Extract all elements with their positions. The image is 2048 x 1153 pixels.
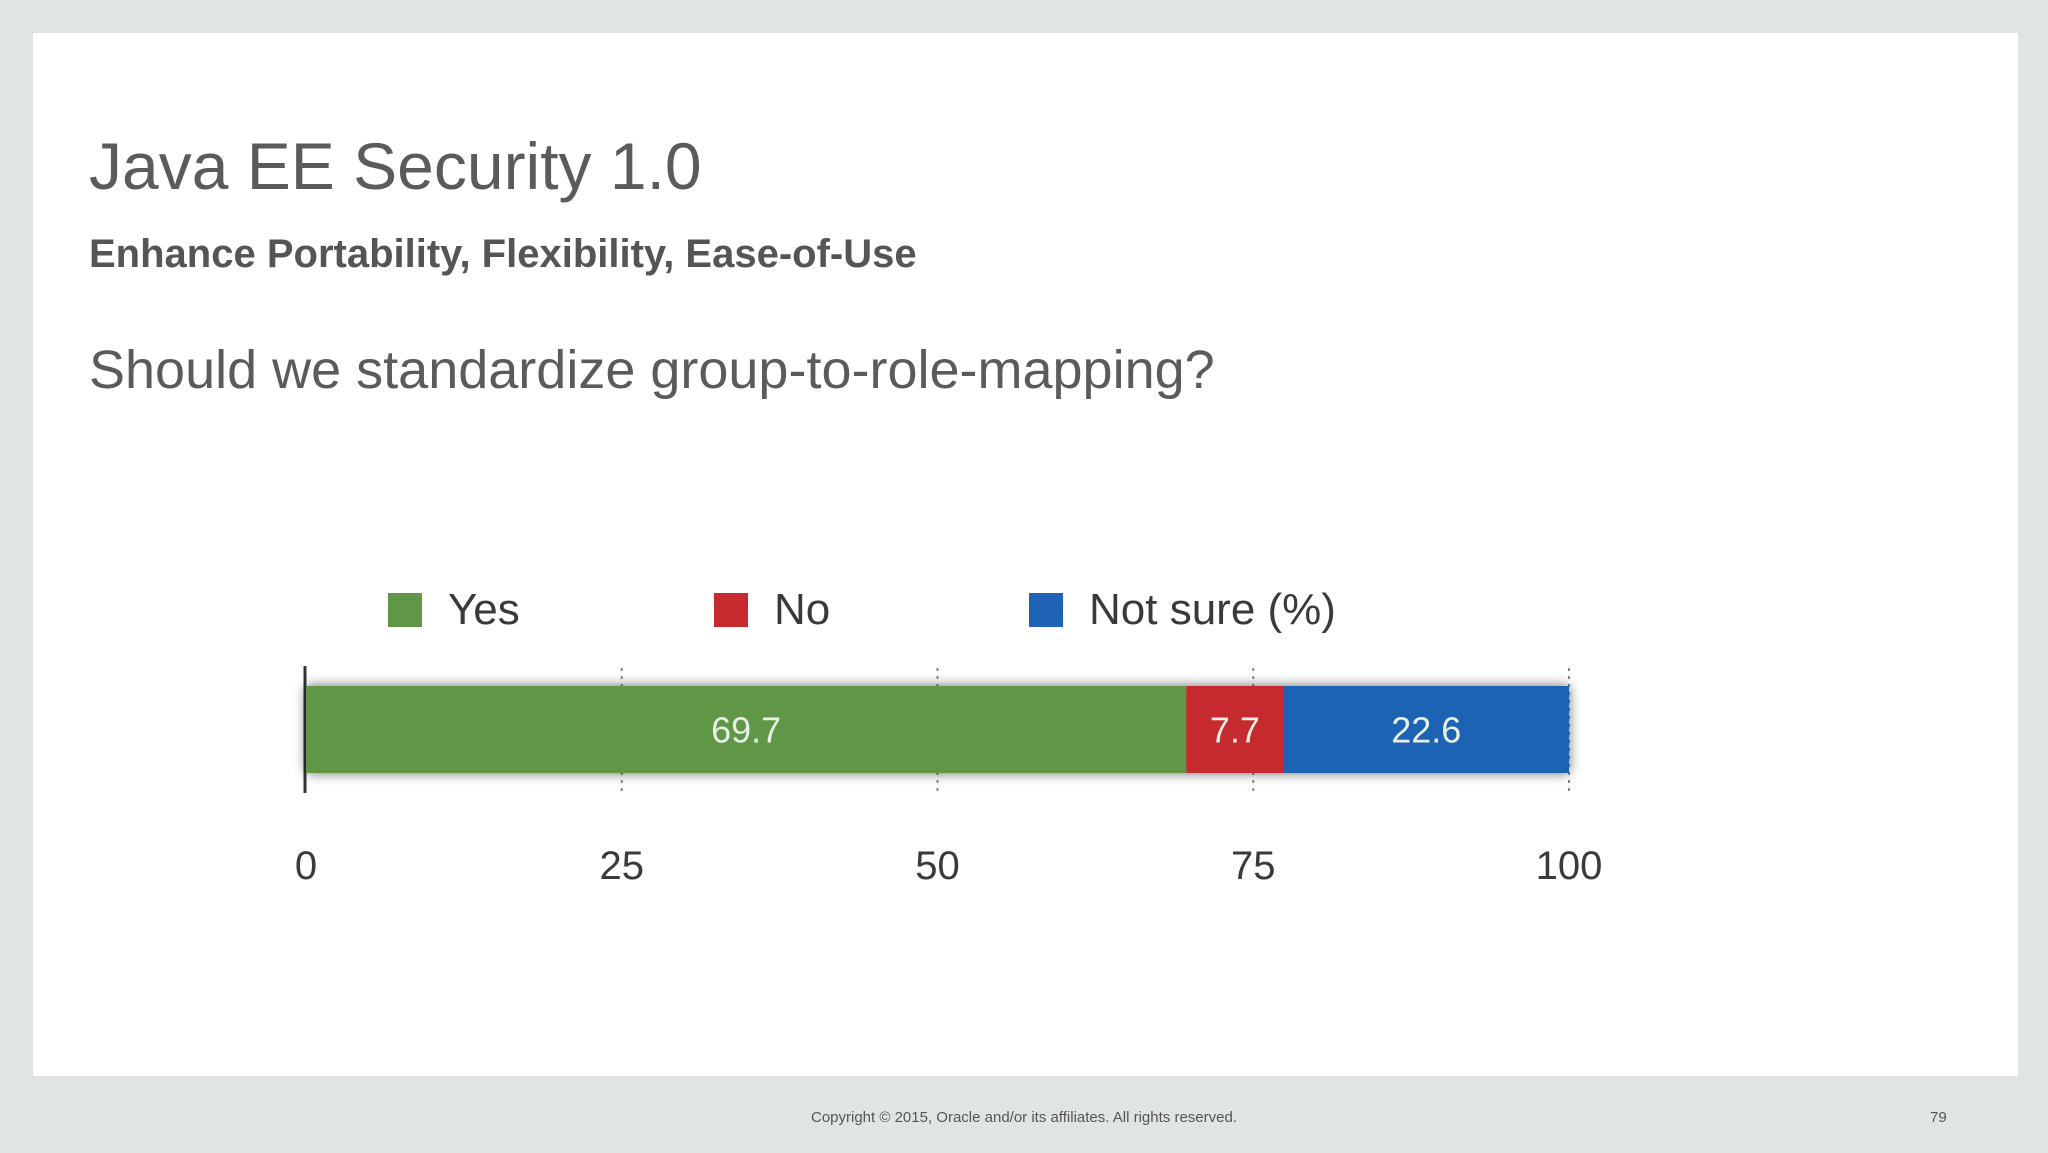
legend-swatch-2 <box>1029 593 1063 627</box>
legend-layer: Yes No Not sure (%) <box>388 585 1336 634</box>
tick-label-50: 50 <box>915 844 960 888</box>
tick-layer: 0 25 50 75 100 <box>295 844 1603 888</box>
tick-label-75: 75 <box>1231 844 1276 888</box>
tick-label-100: 100 <box>1536 844 1603 888</box>
legend-swatch-1 <box>714 593 748 627</box>
footer-copyright: Copyright © 2015, Oracle and/or its affi… <box>811 1109 1237 1126</box>
data-label-1: 7.7 <box>1210 710 1260 751</box>
bar-segments <box>306 686 1569 773</box>
label-layer: 69.7 7.7 22.6 <box>711 710 1461 751</box>
bar-segment-not-sure <box>1283 686 1569 773</box>
slide-question: Should we standardize group-to-role-mapp… <box>89 340 1215 400</box>
legend-label-2: Not sure (%) <box>1089 585 1336 634</box>
slide-title: Java EE Security 1.0 <box>89 129 702 203</box>
page-number: 79 <box>1930 1109 1947 1126</box>
stacked-bar-chart: 69.7 7.7 22.6 Yes No Not sure (%) 0 25 50 75 100 <box>295 585 1603 888</box>
legend-swatch-0 <box>388 593 422 627</box>
legend-label-0: Yes <box>448 585 520 634</box>
bar-segment-no <box>1186 686 1284 773</box>
bar-segment-yes <box>306 686 1187 773</box>
tick-label-25: 25 <box>600 844 645 888</box>
data-label-2: 22.6 <box>1391 710 1461 751</box>
data-label-0: 69.7 <box>711 710 781 751</box>
slide-subtitle: Enhance Portability, Flexibility, Ease-o… <box>89 232 917 276</box>
grid-layer <box>303 666 1570 793</box>
tick-label-0: 0 <box>295 844 317 888</box>
legend-label-1: No <box>774 585 830 634</box>
slide: Java EE Security 1.0 Enhance Portability… <box>33 33 2018 1076</box>
bar-layer <box>306 686 1569 773</box>
